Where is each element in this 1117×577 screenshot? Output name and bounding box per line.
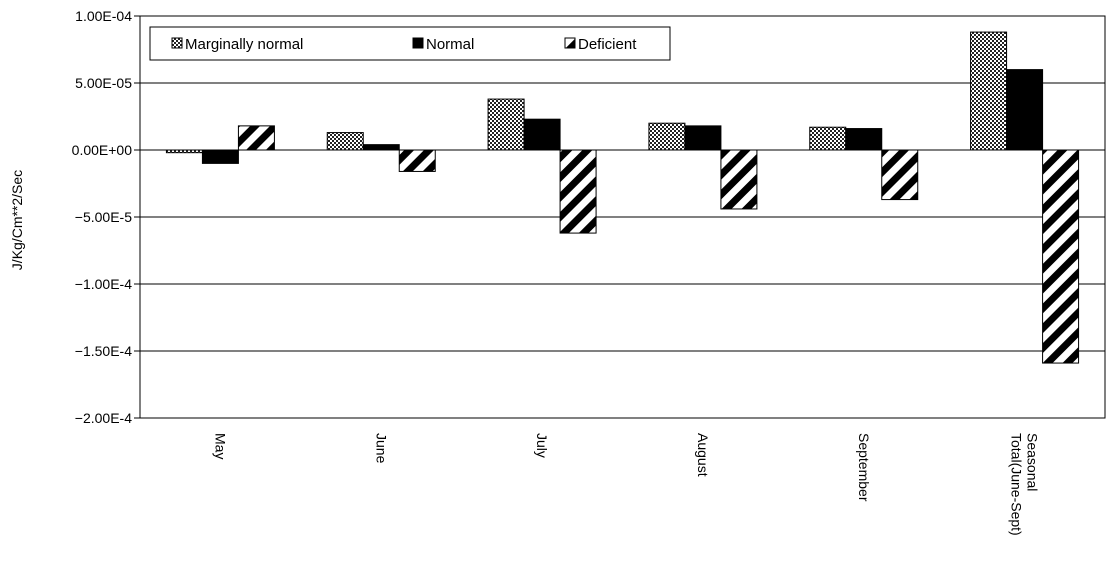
legend-label: Marginally normal bbox=[185, 36, 303, 53]
y-tick-label: 5.00E-05 bbox=[75, 75, 132, 91]
category-label-line: May bbox=[212, 433, 228, 459]
legend-swatch bbox=[171, 37, 183, 49]
bar bbox=[1006, 69, 1044, 151]
bar bbox=[720, 149, 758, 210]
bar bbox=[845, 128, 883, 151]
y-tick-label: −1.50E-4 bbox=[75, 343, 132, 359]
bar bbox=[362, 144, 400, 151]
y-tick-label: −2.00E-4 bbox=[75, 410, 132, 426]
bars bbox=[165, 31, 1080, 364]
bar bbox=[201, 149, 239, 164]
x-tick-label: July bbox=[534, 433, 550, 458]
y-tick-label: −1.00E-4 bbox=[75, 276, 132, 292]
bar bbox=[559, 149, 597, 234]
category-label-line: Total(June-Sept) bbox=[1009, 433, 1025, 536]
bar bbox=[648, 122, 686, 151]
bar bbox=[523, 118, 561, 151]
bar bbox=[326, 132, 364, 151]
legend: Marginally normal Normal Deficient bbox=[149, 26, 671, 61]
x-tick-label: August bbox=[695, 433, 711, 477]
x-tick-label: September bbox=[856, 433, 872, 502]
category-label-line: Seasonal bbox=[1025, 433, 1041, 491]
y-axis-label: J/Kg/Cm**2/Sec bbox=[9, 170, 25, 270]
legend-box bbox=[149, 26, 671, 61]
x-tick-label: May bbox=[212, 433, 228, 459]
legend-label: Deficient bbox=[578, 36, 637, 53]
category-labels: May June July August September SeasonalTotal(… bbox=[212, 433, 1040, 536]
category-label-line: July bbox=[534, 433, 550, 458]
bar bbox=[881, 149, 919, 201]
bar bbox=[1042, 149, 1080, 364]
y-tick-label: 0.00E+00 bbox=[72, 142, 133, 158]
bar bbox=[237, 125, 275, 151]
legend-label: Normal bbox=[426, 36, 474, 53]
bar bbox=[684, 125, 722, 151]
bar bbox=[165, 149, 203, 154]
y-tick-labels: 1.00E-04 5.00E-05 0.00E+00 −5.00E-5 −1.00E-4… bbox=[72, 8, 133, 426]
gridlines bbox=[140, 15, 1105, 419]
category-label-line: August bbox=[695, 433, 711, 477]
legend-swatch bbox=[564, 37, 576, 49]
y-tick-label: 1.00E-04 bbox=[75, 8, 132, 24]
bar bbox=[487, 98, 525, 151]
x-tick-label: June bbox=[373, 433, 389, 464]
plot-frame bbox=[139, 15, 1106, 419]
category-label-line: June bbox=[373, 433, 389, 464]
category-label-line: September bbox=[856, 433, 872, 502]
bar bbox=[970, 31, 1008, 151]
axes bbox=[134, 15, 1106, 419]
bar bbox=[809, 126, 847, 151]
bar bbox=[398, 149, 436, 172]
legend-swatch bbox=[412, 37, 424, 49]
y-tick-label: −5.00E-5 bbox=[75, 209, 132, 225]
